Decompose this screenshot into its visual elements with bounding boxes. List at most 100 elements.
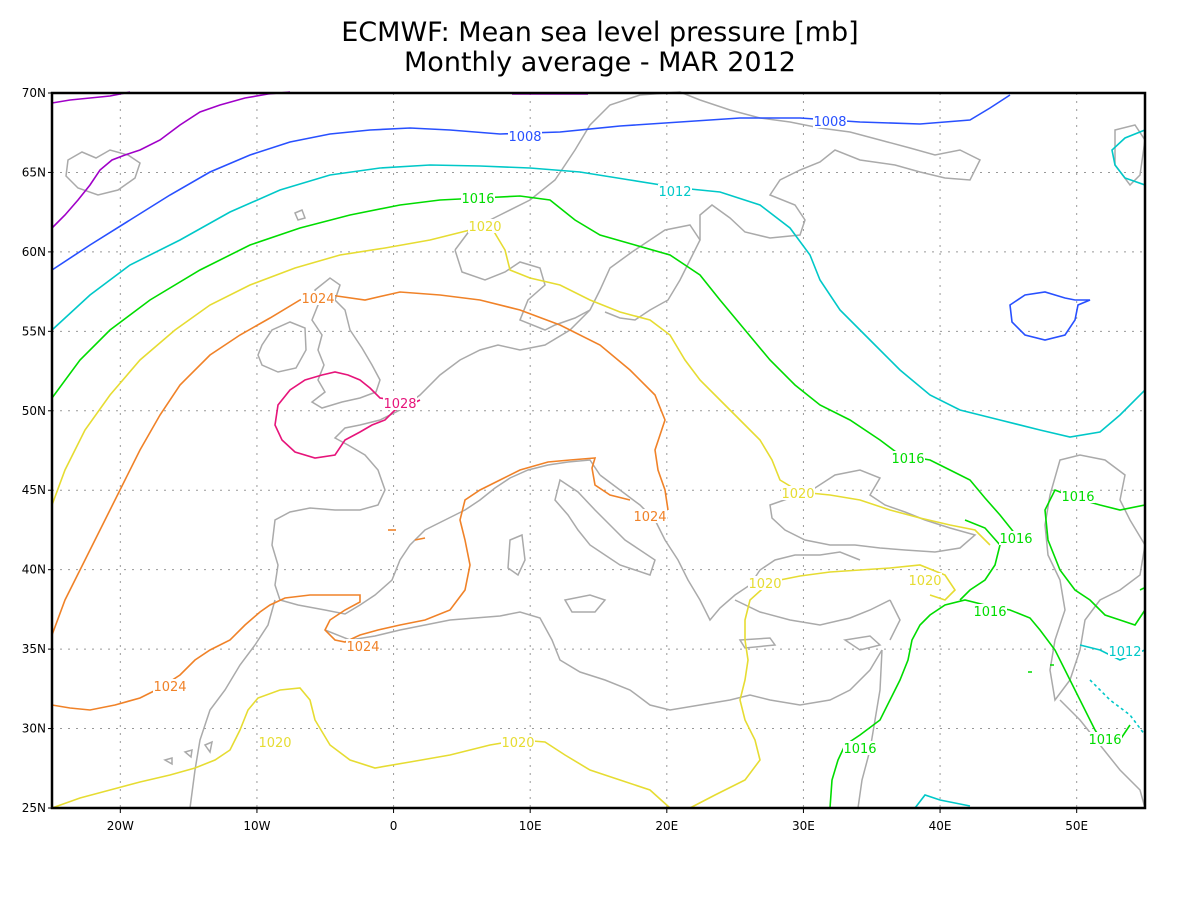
coastline-canary-islands <box>163 740 214 766</box>
isobar-1000-b <box>51 91 131 104</box>
coastline-ireland <box>257 321 307 373</box>
lat-tick-label: 65N <box>22 165 46 179</box>
isobar-1024-italy <box>51 457 631 711</box>
contour-label-bg <box>999 531 1033 545</box>
isobar-1012-caspian <box>1089 679 1146 736</box>
lat-tick-label: 35N <box>22 642 46 656</box>
lon-tick-label: 20W <box>107 819 134 833</box>
contour-label-bg <box>748 576 782 590</box>
coastline-black-sea <box>769 469 977 553</box>
coastline-western-europe <box>271 309 601 615</box>
isobar-1000-a <box>51 91 291 229</box>
isobar-1020 <box>51 224 991 546</box>
contour-label: 1024 <box>153 680 186 695</box>
grid-lines <box>52 93 1145 808</box>
lat-tick-label: 50N <box>22 404 46 418</box>
coastline-italy <box>554 478 656 576</box>
coastline-great-britain <box>310 277 381 409</box>
contour-label-bg <box>301 291 335 305</box>
contour-label-bg <box>658 184 692 198</box>
lat-tick-label: 30N <box>22 722 46 736</box>
contour-label-bg <box>461 191 495 205</box>
lon-tick-label: 40E <box>929 819 952 833</box>
contour-label: 1008 <box>508 130 541 145</box>
coastline-novaya-zemlya <box>1114 124 1146 187</box>
contour-label-bg <box>633 509 667 523</box>
isobar-1028 <box>274 371 421 459</box>
contour-label: 1012 <box>658 185 691 200</box>
chart-title: ECMWF: Mean sea level pressure [mb] <box>341 17 859 48</box>
lat-tick-label: 70N <box>22 86 46 100</box>
isobar-1024-spot2 <box>414 537 426 541</box>
coastline-arabia <box>1059 699 1146 809</box>
coastline-cyprus <box>842 635 882 651</box>
contour-label: 1024 <box>346 640 379 655</box>
contour-label-bg <box>153 679 187 693</box>
isobar-1008 <box>51 94 1011 271</box>
lon-tick-label: 10E <box>519 819 542 833</box>
contour-label: 1016 <box>1088 733 1121 748</box>
isobar-1024 <box>51 291 669 636</box>
coastline-faroes <box>294 209 306 221</box>
lat-tick-label: 45N <box>22 483 46 497</box>
contour-label-bg <box>508 129 542 143</box>
coastline-sardinia <box>507 533 526 577</box>
coastline-caspian <box>1044 454 1146 702</box>
isobar-1008-loop <box>1009 291 1091 341</box>
contour-label-bg <box>908 573 942 587</box>
coastline-balkans <box>599 474 861 622</box>
lat-tick-label: 40N <box>22 563 46 577</box>
contour-label-bg <box>973 604 1007 618</box>
contour-label-bg <box>1108 644 1142 658</box>
isobar-1012-ne <box>1111 129 1146 186</box>
contour-label-bg <box>383 396 417 410</box>
contour-label-bg <box>1061 489 1095 503</box>
contour-label: 1020 <box>258 736 291 751</box>
contour-labels: 1008 1008 1012 1016 1020 1024 1028 1024 1016 1016… <box>153 114 1142 757</box>
contour-label: 1008 <box>813 115 846 130</box>
lon-tick-label: 20E <box>655 819 678 833</box>
contour-label: 1016 <box>891 452 924 467</box>
contour-label: 1020 <box>501 736 534 751</box>
contour-label-bg <box>468 219 502 233</box>
contour-label-bg <box>1088 732 1122 746</box>
contour-label-bg <box>781 486 815 500</box>
lat-tick-label: 25N <box>22 801 46 815</box>
coastline-sicily <box>563 594 607 613</box>
isobar-1012-red-sea <box>914 794 971 809</box>
coastline-crete <box>738 637 777 649</box>
isobar-1020-south <box>51 687 671 809</box>
contour-label: 1016 <box>843 742 876 757</box>
lon-tick-label: 30E <box>792 819 815 833</box>
lat-tick-label: 55N <box>22 324 46 338</box>
contour-label: 1012 <box>1108 645 1141 660</box>
isobar-1016-wiggle <box>959 519 1001 601</box>
lon-tick-label: 10W <box>243 819 270 833</box>
isobar-1020-mid <box>689 564 957 809</box>
contour-label-bg <box>346 639 380 653</box>
coastline-anatolia <box>734 599 891 626</box>
contour-label-bg <box>258 735 292 749</box>
contour-label: 1016 <box>999 532 1032 547</box>
coastline-levant <box>857 599 901 809</box>
contour-label: 1020 <box>468 220 501 235</box>
coastline-iceland <box>65 149 141 196</box>
contour-label: 1016 <box>973 605 1006 620</box>
axis-labels: 20W 10W 0 10E 20E 30E 40E 50E 70N 65N 60N 55N 50N 45N… <box>22 86 1088 833</box>
lon-tick-label: 50E <box>1065 819 1088 833</box>
contour-label-bg <box>843 741 877 755</box>
coastline-finland <box>604 224 701 321</box>
coastline-north-africa <box>189 599 883 809</box>
contour-label: 1024 <box>633 510 666 525</box>
isobar-1016-east <box>1044 488 1146 626</box>
contour-label: 1016 <box>1061 490 1094 505</box>
isobar-1016-dots <box>1028 587 1145 673</box>
contour-label: 1024 <box>301 292 334 307</box>
contour-label-bg <box>501 735 535 749</box>
contour-label: 1020 <box>781 487 814 502</box>
lon-tick-label: 0 <box>390 819 398 833</box>
chart-subtitle: Monthly average - MAR 2012 <box>404 47 796 78</box>
contour-label: 1020 <box>908 574 941 589</box>
isobar-1012 <box>51 164 1146 438</box>
